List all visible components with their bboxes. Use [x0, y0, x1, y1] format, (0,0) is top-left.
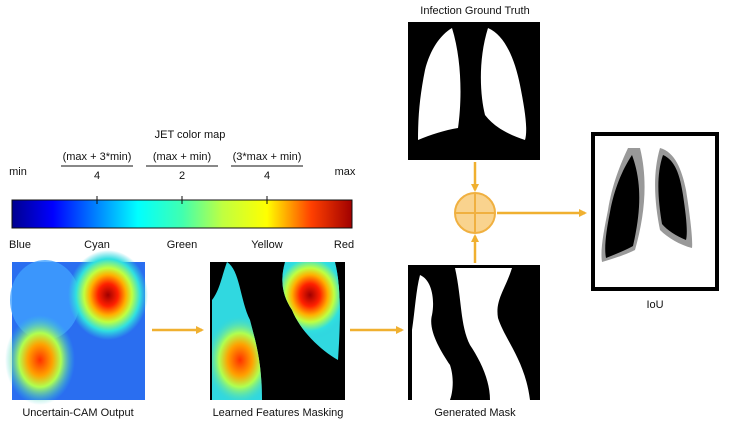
- max-label: max: [335, 166, 356, 178]
- color-name: Blue: [9, 239, 31, 251]
- iou-prediction: [605, 155, 687, 258]
- colormap-title: JET color map: [155, 129, 226, 141]
- color-names: Blue Cyan Green Yellow Red: [9, 239, 354, 251]
- fraction-denominator: 2: [179, 170, 185, 182]
- fraction-numerator: (max + 3*min): [63, 151, 132, 163]
- fraction-denominator: 4: [264, 170, 270, 182]
- cam-label: Uncertain-CAM Output: [22, 407, 133, 419]
- iou-label: IoU: [646, 299, 663, 311]
- arrows: [152, 162, 587, 334]
- colorbar: [11, 199, 353, 229]
- color-name: Red: [334, 239, 354, 251]
- fraction-numerator: (3*max + min): [233, 151, 302, 163]
- fraction-denominator: 4: [94, 170, 100, 182]
- color-name: Green: [167, 239, 198, 251]
- plus-sign: [455, 193, 495, 233]
- min-label: min: [9, 166, 27, 178]
- color-name: Yellow: [251, 239, 282, 251]
- mask-label: Generated Mask: [434, 407, 516, 419]
- fractions: (max + 3*min) 4 (max + min) 2 (3*max + min) 4: [61, 151, 303, 182]
- fraction-numerator: (max + min): [153, 151, 211, 163]
- masking-label: Learned Features Masking: [213, 407, 344, 419]
- color-name: Cyan: [84, 239, 110, 251]
- ground-truth-label: Infection Ground Truth: [420, 5, 529, 17]
- colorbar-ticks: [96, 196, 268, 204]
